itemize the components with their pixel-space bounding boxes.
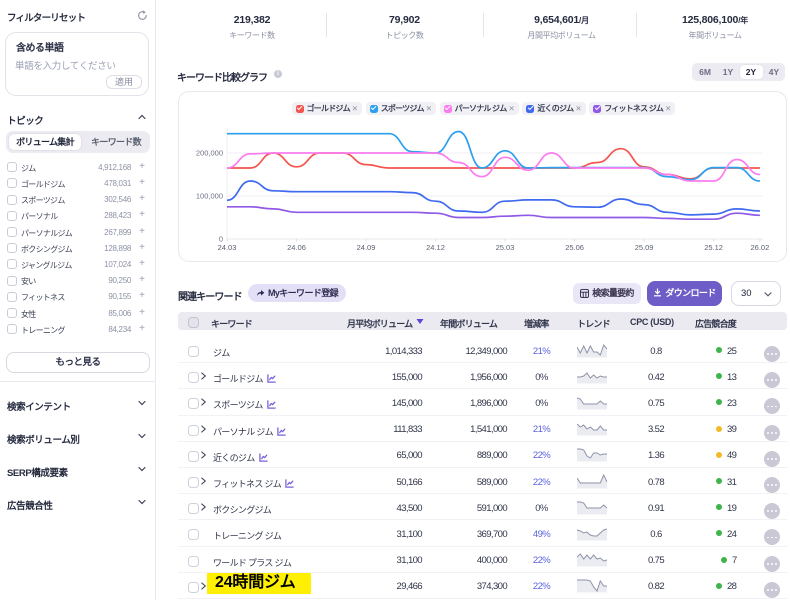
svg-text:24.06: 24.06: [287, 243, 306, 252]
svg-text:0: 0: [219, 235, 223, 244]
svg-text:24.09: 24.09: [357, 243, 376, 252]
svg-text:24.03: 24.03: [218, 243, 237, 252]
svg-text:25.12: 25.12: [704, 243, 723, 252]
svg-text:200,000: 200,000: [196, 149, 223, 158]
svg-text:25.09: 25.09: [635, 243, 654, 252]
svg-text:100,000: 100,000: [196, 192, 223, 201]
svg-text:25.06: 25.06: [565, 243, 584, 252]
svg-text:24.12: 24.12: [426, 243, 445, 252]
svg-text:25.03: 25.03: [496, 243, 515, 252]
svg-text:26.02: 26.02: [751, 243, 770, 252]
